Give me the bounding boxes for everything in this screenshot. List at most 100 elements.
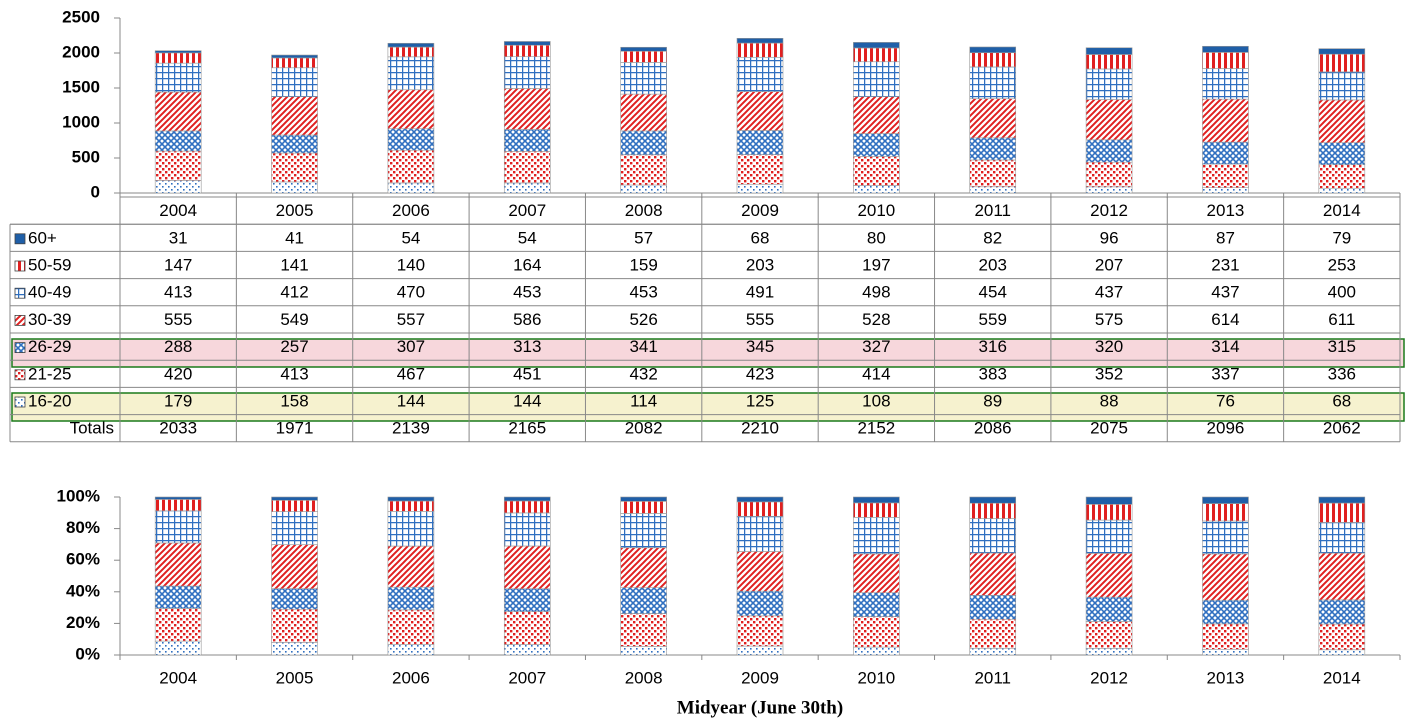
table-cell: 203 (746, 255, 774, 274)
bar-segment (387, 586, 435, 611)
legend-swatch (14, 342, 26, 354)
table-cell: 614 (1211, 310, 1239, 329)
bar-segment (271, 54, 318, 59)
bar-segment (853, 133, 900, 157)
bar-segment (503, 500, 551, 514)
highlight-row (11, 392, 1405, 422)
legend-swatch (14, 233, 26, 245)
bar-segment (620, 93, 667, 132)
bar-segment (1085, 68, 1133, 100)
bar-segment (736, 615, 784, 647)
bar-segment (1318, 48, 1366, 55)
table-cell: 158 (280, 391, 308, 410)
column-header: 2009 (741, 201, 779, 220)
table-cell: 96 (1100, 228, 1119, 247)
bar-segment (969, 518, 1017, 554)
x-tick-label: 2011 (974, 668, 1011, 687)
bar-segment (853, 646, 900, 656)
bar-segment (736, 551, 784, 592)
bar-segment (620, 184, 667, 194)
bar-segment (620, 62, 667, 95)
bar-segment (1085, 553, 1133, 598)
bar-segment (969, 186, 1017, 194)
bar-segment (503, 88, 551, 130)
table-cell: 336 (1328, 364, 1356, 383)
table-cell: 179 (164, 391, 192, 410)
bar-segment (620, 587, 667, 614)
table-cell: 2086 (974, 419, 1012, 438)
table-cell: 528 (862, 310, 890, 329)
table-cell: 383 (979, 364, 1007, 383)
bar-segment (154, 542, 202, 587)
table-cell: 316 (979, 337, 1007, 356)
table-cell: 352 (1095, 364, 1123, 383)
bar-segment (503, 182, 551, 194)
table-cell: 314 (1211, 337, 1239, 356)
bar-segment (1085, 47, 1133, 55)
table-cell: 400 (1328, 283, 1356, 302)
table-cell: 320 (1095, 337, 1123, 356)
bar-segment (387, 511, 435, 547)
bar-segment (1202, 503, 1249, 522)
bar-segment (271, 57, 318, 69)
table-cell: 412 (280, 283, 308, 302)
bar-segment (154, 130, 202, 152)
column-header: 2011 (974, 201, 1011, 220)
bar-segment (853, 42, 900, 49)
bar-segment (736, 91, 784, 131)
y-tick-label: 500 (72, 147, 100, 166)
bar-segment (1202, 52, 1249, 69)
table-cell: 41 (285, 228, 304, 247)
bar-segment (154, 496, 202, 500)
table-cell: 423 (746, 364, 774, 383)
bar-segment (736, 645, 784, 656)
table-cell: 315 (1328, 337, 1356, 356)
bar-segment (853, 156, 900, 186)
table-cell: 555 (164, 310, 192, 329)
bar-segment (969, 618, 1017, 649)
bar-segment (271, 499, 318, 512)
table-cell: 253 (1328, 255, 1356, 274)
x-tick-label: 2008 (625, 668, 663, 687)
bar-segment (736, 496, 784, 503)
table-cell: 54 (401, 228, 420, 247)
table-cell: 526 (629, 310, 657, 329)
bar-segment (620, 154, 667, 186)
bar-segment (387, 644, 435, 656)
table-cell: 159 (629, 255, 657, 274)
bar-segment (387, 496, 435, 502)
bar-segment (736, 183, 784, 194)
bar-segment (154, 62, 202, 93)
bar-segment (1085, 99, 1133, 141)
legend-label: 16-20 (28, 391, 71, 410)
table-cell: 2062 (1323, 419, 1361, 438)
table-cell: 89 (983, 391, 1002, 410)
bar-segment (1202, 187, 1249, 194)
table-cell: 2082 (625, 419, 663, 438)
table-cell: 114 (630, 391, 657, 410)
bar-segment (387, 149, 435, 184)
bar-segment (969, 159, 1017, 188)
y-tick-label: 100% (57, 486, 100, 505)
bar-segment (1318, 623, 1366, 651)
bar-segment (387, 500, 435, 512)
table-cell: 2210 (741, 419, 779, 438)
bar-segment (1202, 141, 1249, 165)
bar-segment (1318, 187, 1366, 194)
x-tick-label: 2013 (1207, 668, 1245, 687)
column-header: 2004 (159, 201, 197, 220)
bar-segment (503, 588, 551, 612)
x-tick-label: 2012 (1090, 668, 1128, 687)
table-cell: 451 (513, 364, 541, 383)
bar-segment (503, 611, 551, 645)
bar-segment (387, 182, 435, 194)
column-header: 2012 (1090, 201, 1128, 220)
table-cell: 453 (513, 283, 541, 302)
bar-segment (1085, 186, 1133, 194)
totals-label: Totals (70, 419, 114, 438)
x-tick-label: 2010 (857, 668, 895, 687)
legend-label: 26-29 (28, 337, 71, 356)
table-cell: 144 (513, 391, 541, 410)
table-cell: 57 (634, 228, 653, 247)
